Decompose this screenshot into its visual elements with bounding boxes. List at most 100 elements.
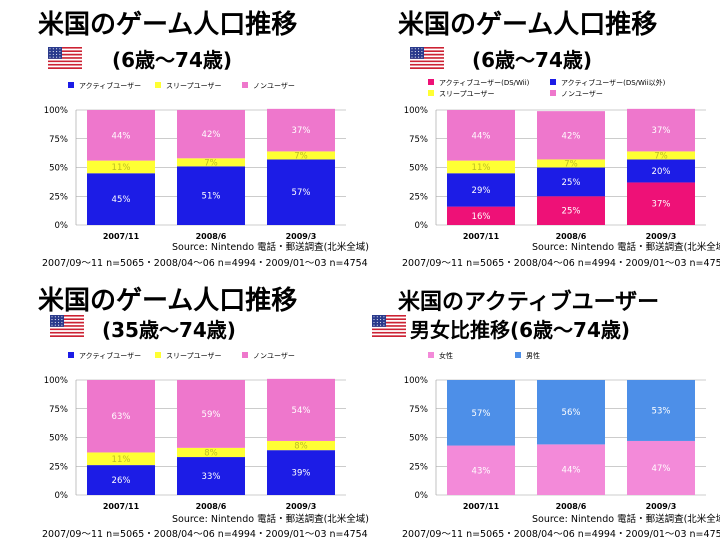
flag-stripe xyxy=(50,320,84,322)
data-label: 11% xyxy=(112,455,131,465)
flag-stripe xyxy=(50,330,84,332)
panel-subtitle: (6歳～74歳) xyxy=(472,48,593,72)
data-label: 57% xyxy=(292,188,311,198)
bar-segment xyxy=(87,160,155,174)
data-label: 37% xyxy=(652,126,671,136)
flag-star xyxy=(373,319,375,321)
stacked-bar-chart: 0% 25% 50% 75% 100% アクティブユーザー(DS/Wii) アクティブユーザ… xyxy=(404,78,706,241)
flag-stripe xyxy=(372,331,406,334)
flag-star xyxy=(376,319,378,321)
flag-star xyxy=(373,324,375,326)
flag-star xyxy=(376,324,378,326)
data-label: 8% xyxy=(204,448,218,458)
us-flag-icon xyxy=(50,315,84,337)
flag-stripe xyxy=(48,67,82,69)
bar-segment xyxy=(447,160,515,174)
bar-segment xyxy=(447,173,515,207)
bar-segment xyxy=(447,380,515,446)
data-label: 44% xyxy=(112,131,131,141)
flag-star xyxy=(418,56,420,58)
flag-stripe xyxy=(372,325,406,327)
stacked-bar-chart: 0% 25% 50% 75% 100% アクティブユーザー スリープユーザー ノンユーザー 45… xyxy=(44,81,346,241)
bar-segment xyxy=(87,110,155,161)
panel-title: 米国のアクティブユーザー xyxy=(398,290,660,315)
legend-swatch xyxy=(68,82,74,88)
bar-segment xyxy=(87,380,155,453)
flag-star xyxy=(51,321,53,323)
y-tick-label: 50% xyxy=(409,434,428,444)
x-tick-label: 2007/11 xyxy=(103,502,140,511)
flag-stripe xyxy=(410,53,444,56)
data-label: 37% xyxy=(292,126,311,136)
x-tick-label: 2009/3 xyxy=(646,502,677,511)
legend-swatch xyxy=(155,82,161,88)
bar-segment xyxy=(87,173,155,225)
data-label: 8% xyxy=(294,442,308,452)
y-tick-label: 25% xyxy=(49,192,68,202)
flag-stripe xyxy=(50,318,84,321)
flag-stripe xyxy=(48,63,82,66)
legend-label: アクティブユーザー xyxy=(79,81,141,90)
flag-stripe xyxy=(372,318,406,321)
legend-label: スリープユーザー xyxy=(439,90,494,98)
data-label: 44% xyxy=(562,466,581,476)
legend-swatch xyxy=(428,79,434,85)
y-tick-label: 100% xyxy=(44,376,68,386)
legend-swatch xyxy=(68,352,74,358)
flag-star xyxy=(52,56,54,58)
bar-segment xyxy=(177,110,245,159)
bar-segment xyxy=(267,151,335,160)
flag-star xyxy=(421,53,423,55)
x-tick-label: 2007/11 xyxy=(463,502,500,511)
legend-label: 女性 xyxy=(439,351,453,360)
legend-label: 男性 xyxy=(526,351,540,360)
data-label: 56% xyxy=(562,408,581,418)
us-flag-icon xyxy=(48,47,82,69)
legend-label: アクティブユーザー(DS/Wii) xyxy=(439,78,530,87)
bar-segment xyxy=(447,110,515,161)
x-tick-label: 2009/3 xyxy=(286,232,317,241)
flag-stripe xyxy=(48,60,82,63)
data-label: 57% xyxy=(472,409,491,419)
data-label: 11% xyxy=(472,163,491,173)
flag-canton xyxy=(48,47,62,59)
panel-subtitle: (35歳～74歳) xyxy=(102,318,236,342)
flag-star xyxy=(373,321,375,323)
data-label: 29% xyxy=(472,186,491,196)
panel-subtitle: 男女比推移(6歳～74歳) xyxy=(410,318,631,342)
bar-segment xyxy=(537,444,605,495)
data-label: 7% xyxy=(294,151,308,161)
flag-star xyxy=(54,316,56,318)
flag-stripe xyxy=(372,321,406,324)
us-flag-icon xyxy=(372,315,406,337)
y-tick-label: 75% xyxy=(409,135,428,145)
bar-segment xyxy=(627,151,695,160)
flag-star xyxy=(58,319,60,321)
flag-star xyxy=(411,48,413,50)
bar-segment xyxy=(177,457,245,495)
flag-stripe xyxy=(48,55,82,58)
flag-stripe xyxy=(410,63,444,66)
y-tick-label: 25% xyxy=(49,462,68,472)
bar-segment xyxy=(627,108,695,152)
flag-star xyxy=(383,324,385,326)
chart-panel-dswii-6-74: 米国のゲーム人口推移 (6歳～74歳) 0% 25% 50% 75% 100% アクティブ… xyxy=(360,0,720,270)
data-label: 63% xyxy=(112,412,131,422)
flag-canton xyxy=(50,315,64,327)
flag-stripe xyxy=(410,50,444,53)
flag-star xyxy=(49,51,51,53)
flag-star xyxy=(56,51,58,53)
flag-star xyxy=(380,319,382,321)
flag-star xyxy=(380,321,382,323)
x-tick-label: 2008/6 xyxy=(196,232,227,241)
y-tick-label: 0% xyxy=(415,221,429,231)
flag-star xyxy=(414,53,416,55)
flag-star xyxy=(54,324,56,326)
legend-swatch xyxy=(242,352,248,358)
flag-star xyxy=(376,316,378,318)
flag-stripe xyxy=(48,48,82,51)
flag-stripe xyxy=(410,67,444,69)
bar-segment xyxy=(537,380,605,445)
flag-stripe xyxy=(372,330,406,332)
flag-star xyxy=(380,324,382,326)
